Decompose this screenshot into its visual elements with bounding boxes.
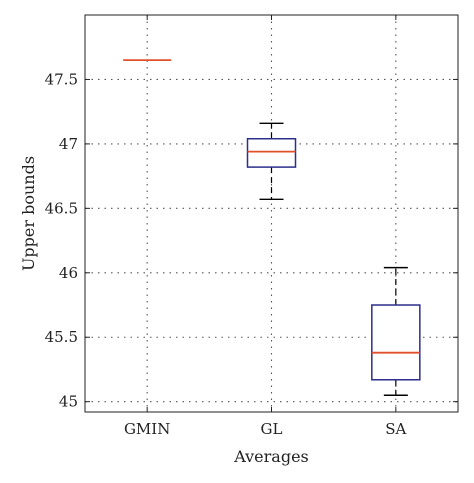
y-axis-label: Upper bounds [19, 156, 38, 271]
tick-labels: 45 45.5 46 46.5 47 47.5 GMIN GL SA [45, 15, 458, 438]
box-iqr [371, 304, 421, 381]
y-tick-label: 47 [59, 135, 78, 153]
y-tick-label: 47.5 [45, 70, 78, 88]
y-tick-label: 45.5 [45, 328, 78, 346]
box-gl [246, 122, 297, 201]
x-axis-label: Averages [233, 447, 309, 466]
x-tick-label: SA [385, 420, 406, 438]
box-iqr [246, 137, 297, 168]
y-tick-label: 46 [59, 264, 78, 282]
y-tick-label: 46.5 [45, 199, 78, 217]
x-tick-label: GL [261, 420, 283, 438]
grid [85, 15, 458, 412]
boxes [123, 59, 421, 396]
y-tick-label: 45 [59, 393, 78, 411]
x-tick-label: GMIN [124, 420, 170, 438]
box-sa [371, 266, 421, 396]
